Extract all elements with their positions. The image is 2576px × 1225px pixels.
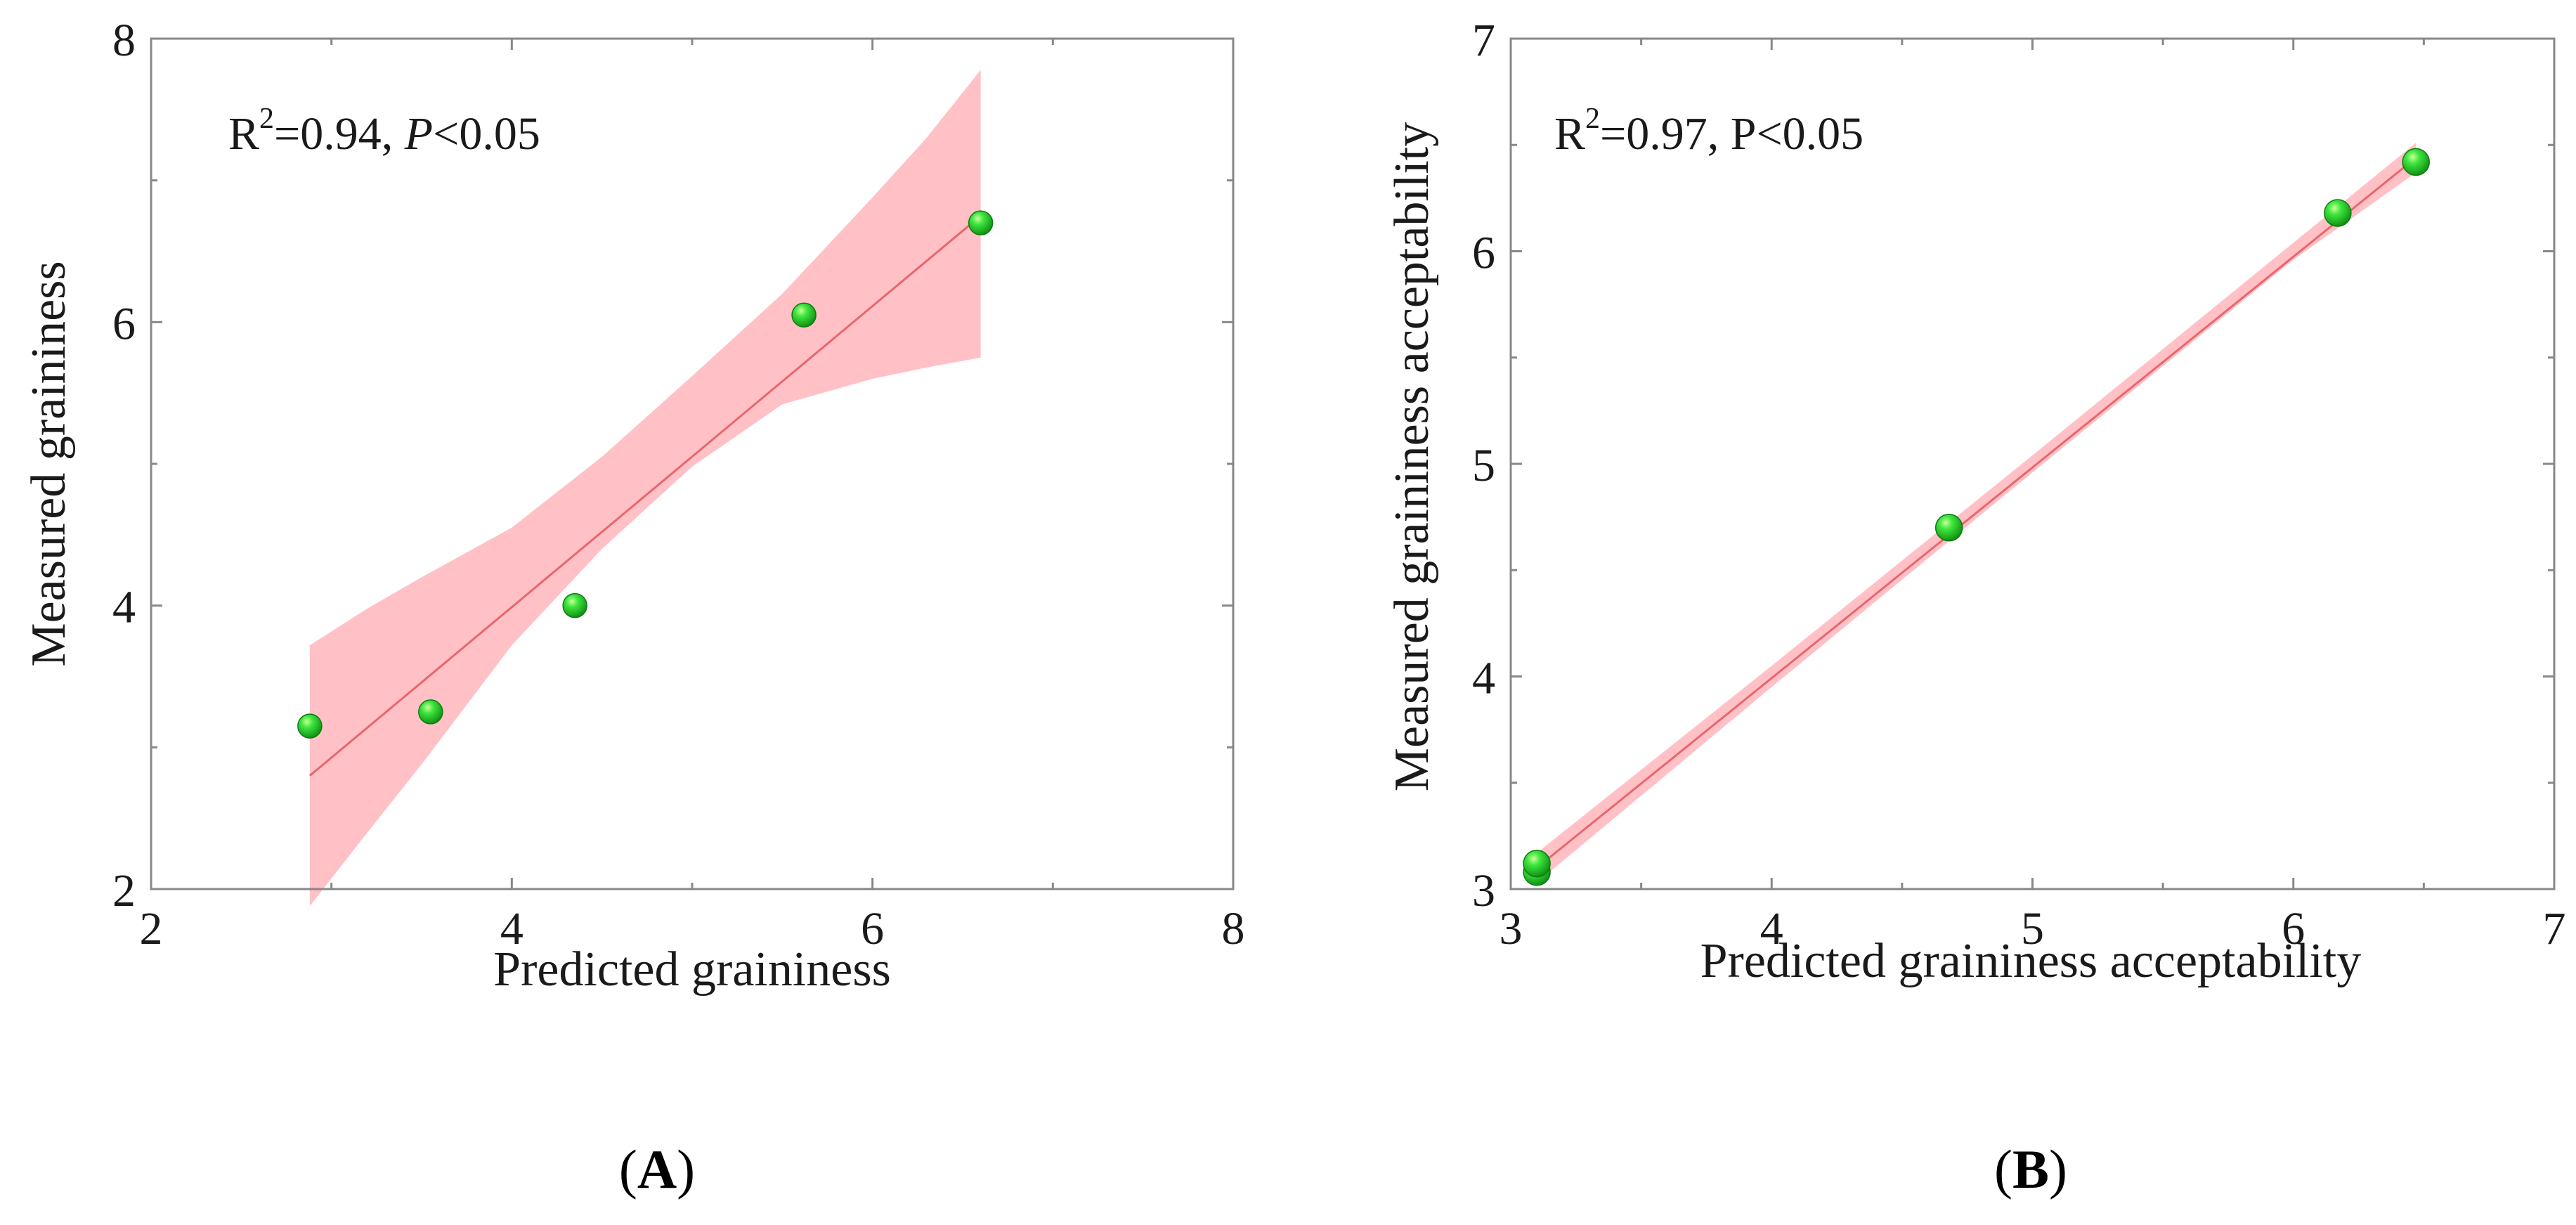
data-point xyxy=(2324,199,2352,227)
y-tick-label: 4 xyxy=(1472,653,1495,704)
y-tick-label: 6 xyxy=(112,298,136,349)
panel-b: 3 4 5 6 7 3 4 5 6 7 R2=0.97, P<0.05 Predicted gra… xyxy=(1385,15,2566,1200)
panel-label-letter: A xyxy=(637,1139,677,1200)
annotation: R2=0.94, P<0.05 xyxy=(228,103,540,160)
x-tick-label: 6 xyxy=(2282,903,2305,954)
point-layer xyxy=(1523,148,2430,886)
x-tick-label: 2 xyxy=(140,903,163,954)
fit-line-layer xyxy=(308,214,982,777)
point-layer xyxy=(297,210,994,739)
y-tick-label: 7 xyxy=(1472,15,1495,66)
data-point xyxy=(968,210,994,235)
data-point xyxy=(1523,849,1551,878)
fit-line xyxy=(1536,157,2417,869)
fit-line-layer xyxy=(1536,157,2417,869)
y-axis-label: Measured graininess xyxy=(22,261,76,666)
y-axis-label: Measured graininess acceptability xyxy=(1385,122,1439,791)
x-axis-label: Predicted graininess xyxy=(493,942,891,997)
data-point xyxy=(418,699,443,725)
x-tick-label: 4 xyxy=(500,903,523,954)
data-point xyxy=(1934,514,1963,542)
panel-label-a: (A) xyxy=(619,1139,695,1200)
data-point xyxy=(2402,148,2430,176)
tick-layer: 3 4 5 6 7 3 4 5 6 7 xyxy=(1472,15,2566,954)
x-tick-label: 4 xyxy=(1760,903,1783,954)
y-tick-label: 4 xyxy=(112,582,136,633)
x-tick-label: 5 xyxy=(2021,903,2044,954)
fit-line xyxy=(308,214,982,777)
tick-layer: 2 4 6 8 2 4 6 8 xyxy=(112,15,1245,954)
data-point xyxy=(791,302,817,328)
y-tick-label: 8 xyxy=(112,15,136,66)
x-tick-label: 6 xyxy=(861,903,884,954)
r2-value: =0.97, P<0.05 xyxy=(1600,108,1863,160)
x-tick-label: 8 xyxy=(1222,903,1245,954)
r2-superscript: 2 xyxy=(259,103,274,135)
r2-prefix: R xyxy=(228,108,259,160)
r2-superscript: 2 xyxy=(1585,103,1600,135)
y-tick-label: 5 xyxy=(1472,440,1495,491)
y-tick-label: 6 xyxy=(1472,228,1495,279)
y-tick-label: 2 xyxy=(112,865,136,916)
confidence-band xyxy=(309,70,981,907)
x-tick-label: 7 xyxy=(2543,903,2566,954)
p-symbol: P xyxy=(404,108,433,160)
x-axis-label: Predicted graininess acceptability xyxy=(1700,934,2362,988)
panel-label-open: ( xyxy=(1994,1139,2012,1200)
r2-prefix: R xyxy=(1554,108,1585,160)
data-point xyxy=(562,592,587,618)
panel-label-close: ) xyxy=(677,1139,695,1200)
confidence-band-layer xyxy=(309,70,981,907)
r2-value: =0.94, xyxy=(274,108,405,160)
y-tick-label: 3 xyxy=(1472,865,1495,916)
data-point xyxy=(297,713,323,739)
x-tick-label: 3 xyxy=(1500,903,1523,954)
panel-label-b: (B) xyxy=(1994,1139,2067,1200)
panel-label-close: ) xyxy=(2049,1139,2067,1200)
panel-label-letter: B xyxy=(2012,1139,2049,1200)
panel-label-open: ( xyxy=(619,1139,637,1200)
annotation: R2=0.97, P<0.05 xyxy=(1554,103,1863,160)
p-value: <0.05 xyxy=(433,108,540,160)
